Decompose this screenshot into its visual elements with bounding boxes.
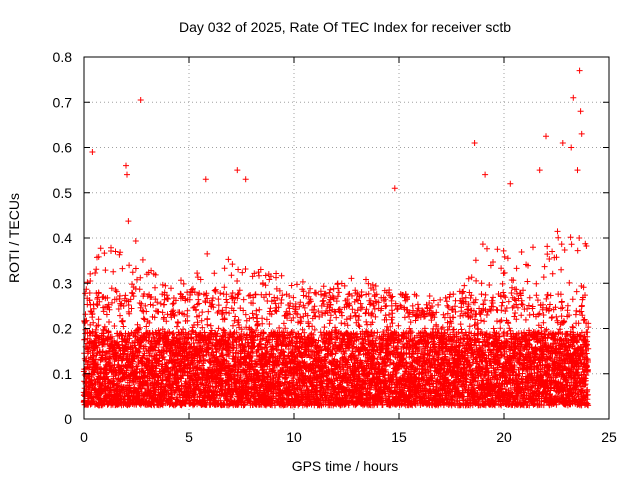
- x-axis-label: GPS time / hours: [292, 458, 399, 474]
- y-tick-label: 0.3: [53, 275, 73, 291]
- x-tick-label: 15: [391, 429, 407, 445]
- axis-ticks: 0 5 10 15 20 25 0 0.1 0.2 0.3 0.4 0.5 0.6 0.7 0.8: [53, 49, 617, 445]
- y-tick-label: 0.7: [53, 94, 73, 110]
- y-tick-label: 0.6: [53, 140, 73, 156]
- y-tick-label: 0.4: [53, 230, 73, 246]
- y-tick-label: 0.5: [53, 185, 73, 201]
- chart-title: Day 032 of 2025, Rate Of TEC Index for r…: [179, 19, 511, 35]
- x-tick-label: 10: [286, 429, 302, 445]
- x-tick-label: 25: [601, 429, 617, 445]
- y-tick-label: 0.2: [53, 321, 73, 337]
- x-tick-label: 5: [185, 429, 193, 445]
- y-tick-label: 0.1: [53, 366, 73, 382]
- y-tick-label: 0: [64, 411, 72, 427]
- x-tick-label: 20: [496, 429, 512, 445]
- y-axis-label: ROTI / TECUs: [6, 193, 22, 283]
- x-tick-label: 0: [80, 429, 88, 445]
- grid-lines: [84, 57, 609, 419]
- y-tick-label: 0.8: [53, 49, 73, 65]
